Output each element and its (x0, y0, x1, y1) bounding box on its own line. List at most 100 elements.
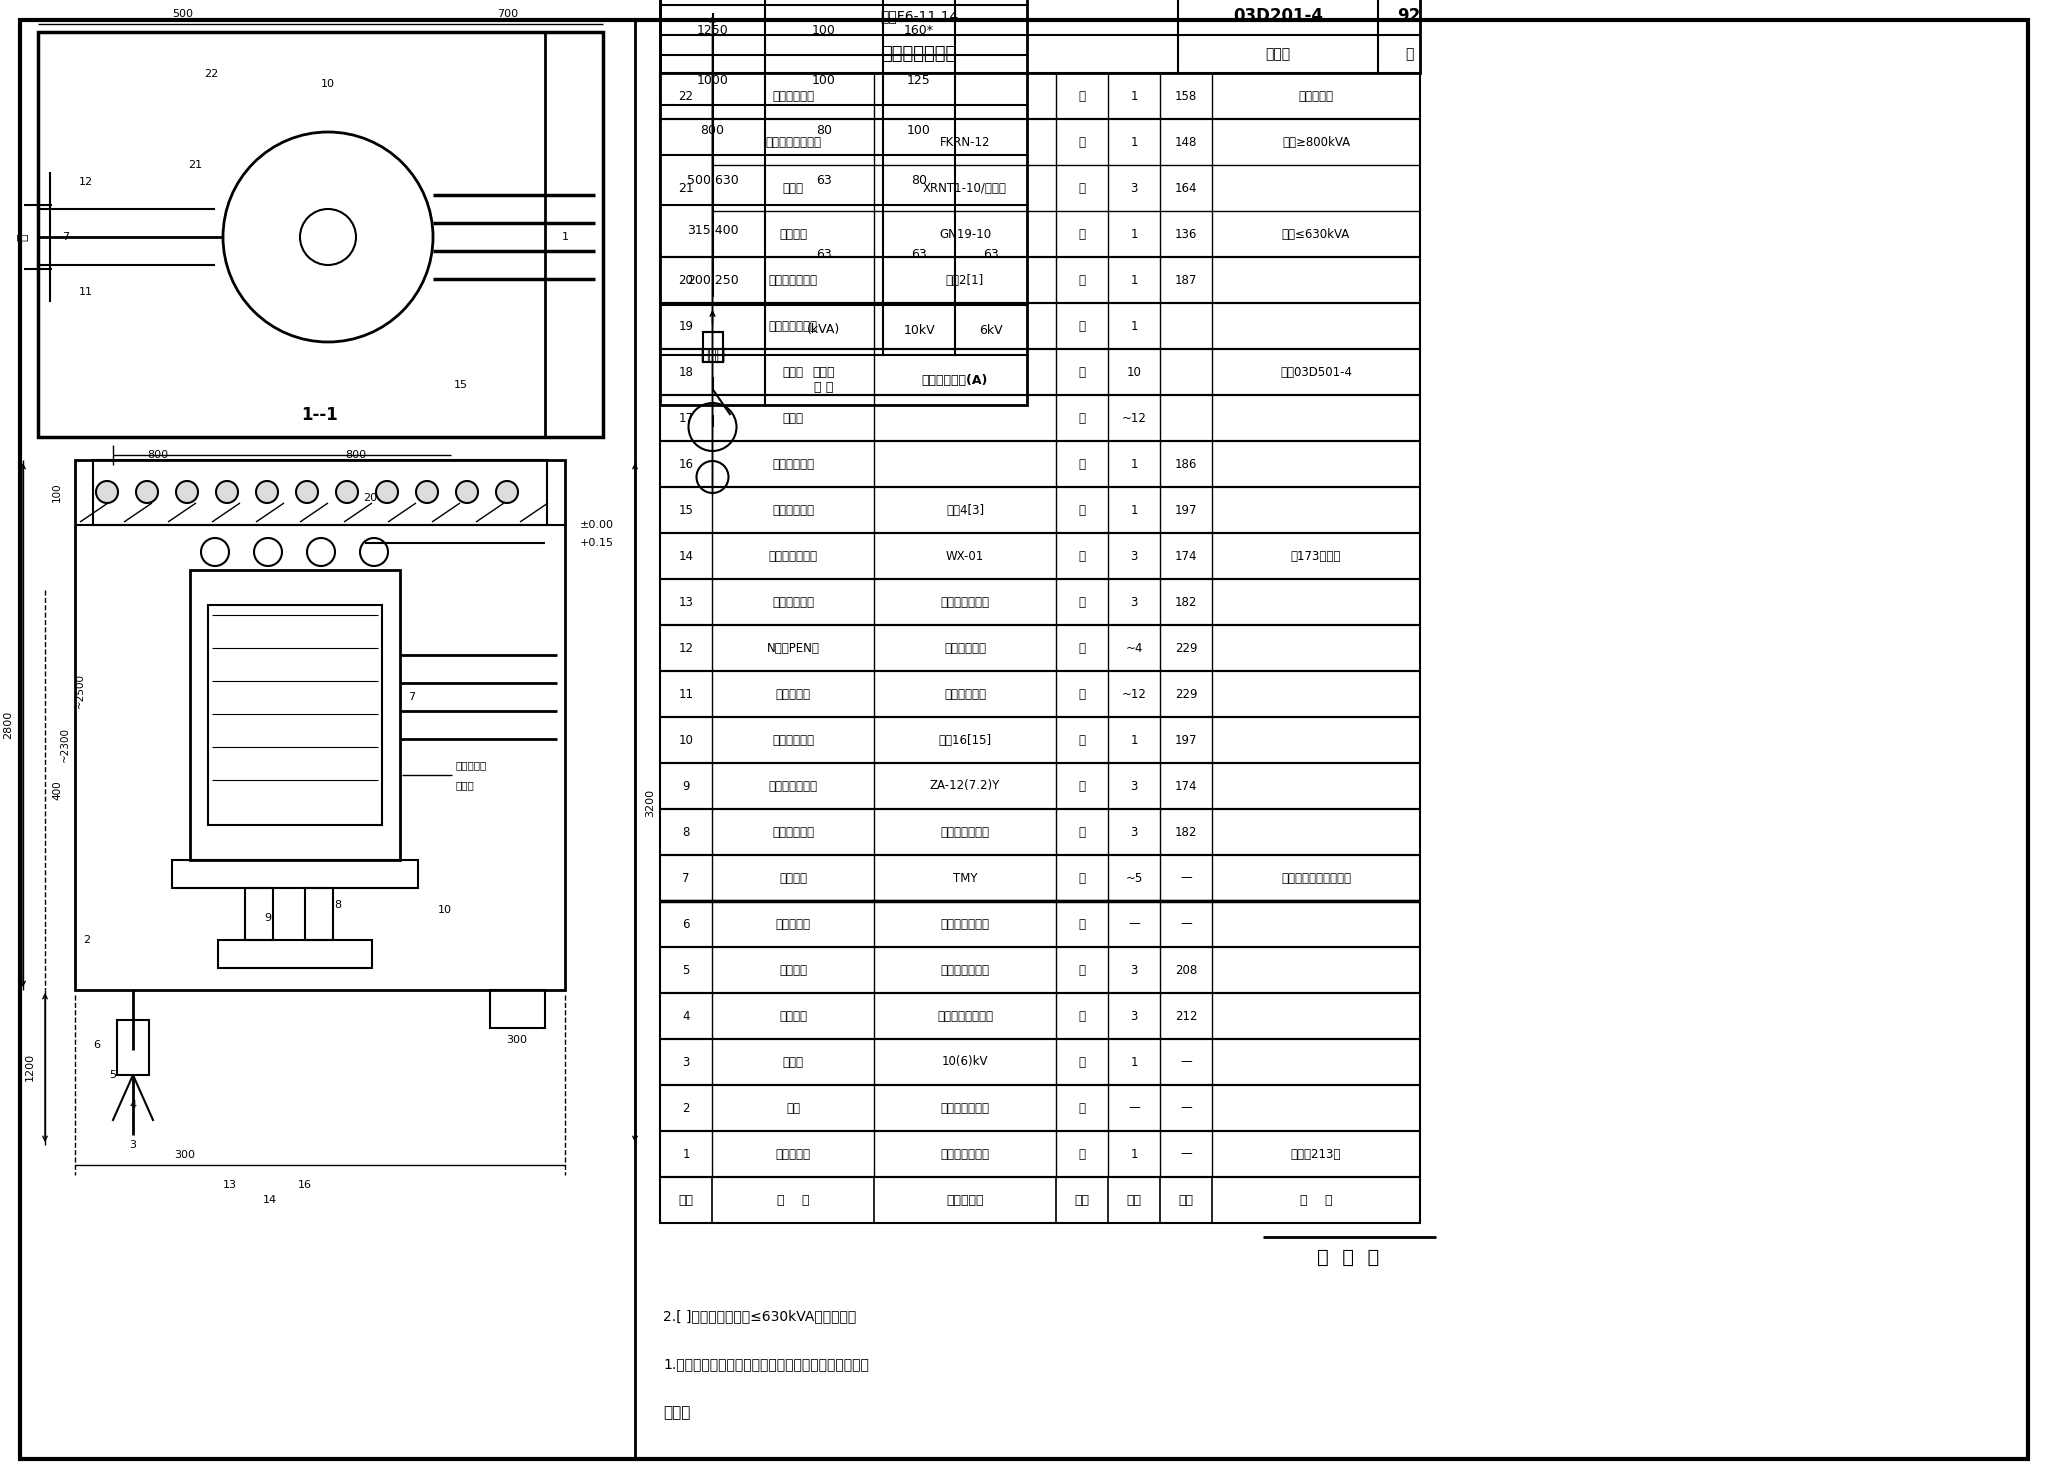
Text: 80: 80 (911, 173, 928, 186)
Text: 3: 3 (1130, 550, 1139, 562)
Text: 米: 米 (1079, 871, 1085, 884)
Bar (659, 349, 1419, 395)
Text: 20: 20 (678, 274, 694, 287)
Text: 电缆: 电缆 (786, 1102, 801, 1115)
Text: 1: 1 (1130, 1056, 1139, 1068)
Text: 按173页装配: 按173页装配 (1290, 550, 1341, 562)
Text: 1: 1 (1130, 734, 1139, 747)
Text: 按母线截面确定: 按母线截面确定 (940, 825, 989, 839)
Circle shape (176, 481, 199, 503)
Bar (659, 532, 1419, 578)
Text: 个: 个 (1079, 963, 1085, 976)
Bar (659, 1177, 1419, 1223)
Text: 63: 63 (911, 248, 928, 262)
Text: 1: 1 (1130, 319, 1139, 333)
Text: 低压母线夹具: 低压母线夹具 (772, 596, 813, 608)
Text: 1250: 1250 (696, 24, 729, 37)
Text: 300: 300 (506, 1035, 528, 1046)
Text: 按母线截面确定: 按母线截面确定 (940, 596, 989, 608)
Text: 160*: 160* (903, 24, 934, 37)
Text: 1: 1 (682, 1148, 690, 1161)
Text: 1000: 1000 (696, 74, 729, 86)
Bar (659, 809, 1419, 855)
Text: —: — (1180, 1102, 1192, 1115)
Bar (172, 859, 418, 887)
Text: 92: 92 (1397, 7, 1421, 25)
Text: 5: 5 (109, 1069, 117, 1080)
Text: 13: 13 (223, 1180, 238, 1191)
Text: 174: 174 (1176, 550, 1198, 562)
Text: 低压母线夹板: 低压母线夹板 (772, 457, 813, 470)
Text: 100: 100 (813, 74, 836, 86)
Text: —: — (1180, 917, 1192, 930)
Text: 3: 3 (1130, 825, 1139, 839)
Text: 700: 700 (498, 9, 518, 19)
Text: 3: 3 (682, 1056, 690, 1068)
Text: 付: 付 (1079, 596, 1085, 608)
Text: 10: 10 (322, 78, 336, 89)
Text: ~12: ~12 (1122, 411, 1147, 424)
Text: 台: 台 (1079, 136, 1085, 148)
Text: 229: 229 (1176, 642, 1198, 655)
Text: 熔断器: 熔断器 (782, 182, 803, 195)
Text: 186: 186 (1176, 457, 1198, 470)
Text: 10(6)kV: 10(6)kV (942, 1056, 989, 1068)
Text: 电缆保护管: 电缆保护管 (776, 917, 811, 930)
Circle shape (256, 481, 279, 503)
Text: TMY: TMY (952, 871, 977, 884)
Text: 2: 2 (682, 1102, 690, 1115)
Text: 个: 个 (1079, 1056, 1085, 1068)
Bar (659, 1086, 1419, 1131)
Text: +0.15: +0.15 (580, 538, 614, 549)
Bar (659, 855, 1419, 901)
Text: 电缆头: 电缆头 (782, 1056, 803, 1068)
Text: 21: 21 (678, 182, 694, 195)
Text: 16: 16 (678, 457, 694, 470)
Text: 1: 1 (1130, 1148, 1139, 1161)
Text: 低压母线穿墙板: 低压母线穿墙板 (768, 274, 817, 287)
Text: 136: 136 (1176, 228, 1198, 241)
Bar (659, 578, 1419, 626)
Bar (305, 887, 334, 941)
Text: 200.250: 200.250 (686, 274, 739, 287)
Text: 125: 125 (907, 74, 932, 86)
Text: —: — (1128, 1102, 1141, 1115)
Text: 序号: 序号 (678, 1194, 694, 1207)
Circle shape (96, 481, 119, 503)
Text: 7: 7 (61, 232, 70, 243)
Text: —: — (1180, 871, 1192, 884)
Text: 63: 63 (983, 248, 999, 262)
Text: 315.400: 315.400 (686, 223, 739, 237)
Bar (190, 569, 399, 859)
Bar (39, 33, 602, 436)
Text: 100: 100 (813, 24, 836, 37)
Bar (659, 72, 1419, 118)
Text: 手力操动机构: 手力操动机构 (772, 90, 813, 102)
Text: 型式2[1]: 型式2[1] (946, 274, 985, 287)
Bar (659, 303, 1419, 349)
Text: 3: 3 (1130, 1010, 1139, 1022)
Text: 个: 个 (1079, 182, 1085, 195)
Text: 3: 3 (1130, 963, 1139, 976)
Text: 16: 16 (299, 1180, 311, 1191)
Text: 付: 付 (1079, 825, 1085, 839)
Text: 100: 100 (907, 124, 932, 136)
Bar (659, 487, 1419, 532)
Text: 148: 148 (1176, 136, 1198, 148)
Text: 174: 174 (1176, 779, 1198, 793)
Circle shape (416, 481, 438, 503)
Text: 10: 10 (1126, 365, 1141, 379)
Bar (659, 671, 1419, 717)
Text: 3: 3 (129, 1140, 137, 1151)
Text: 9: 9 (682, 779, 690, 793)
Bar (659, 441, 1419, 487)
Text: 为配套产品: 为配套产品 (1298, 90, 1333, 102)
Text: 接线端子: 接线端子 (778, 1010, 807, 1022)
Text: 单位: 单位 (1075, 1194, 1090, 1207)
Text: 187: 187 (1176, 274, 1198, 287)
Text: 图集号: 图集号 (1266, 47, 1290, 61)
Text: 接地见213页: 接地见213页 (1290, 1148, 1341, 1161)
Text: 1: 1 (1130, 503, 1139, 516)
Text: 1: 1 (1130, 228, 1139, 241)
Text: 个: 个 (1079, 779, 1085, 793)
